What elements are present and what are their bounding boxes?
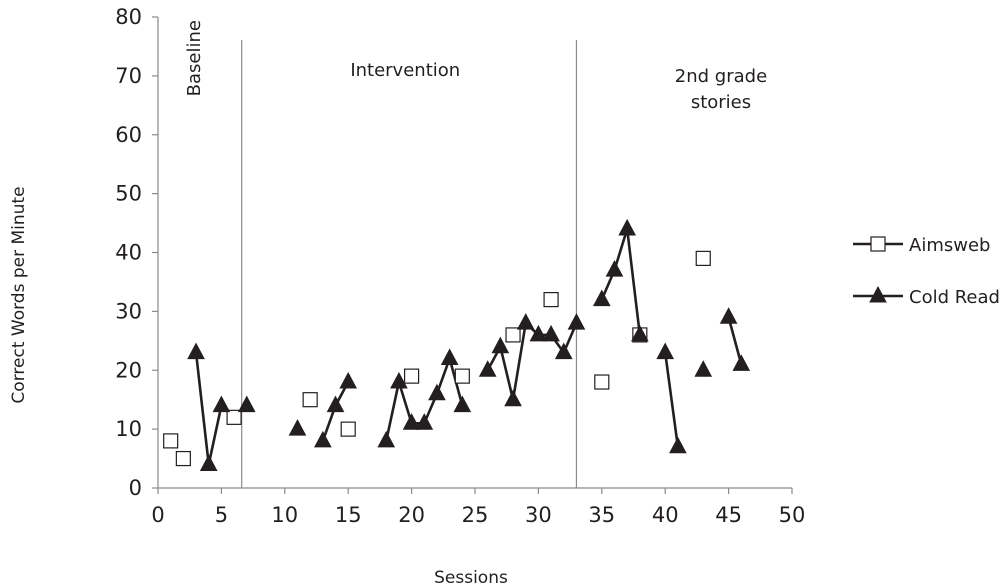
x-tick-label: 40 bbox=[652, 503, 679, 527]
cold-read-point bbox=[314, 430, 332, 448]
x-tick-label: 5 bbox=[215, 503, 228, 527]
cold-read-point bbox=[694, 360, 713, 377]
aimsweb-point bbox=[302, 392, 318, 408]
y-tick-label: 60 bbox=[115, 123, 142, 147]
axes: 0 10 20 30 40 50 60 70 80 0 5 10 15 20 25 30 35 40 45 50 Ses… bbox=[9, 5, 805, 588]
aimsweb-point bbox=[226, 409, 242, 425]
cold-read-line bbox=[600, 228, 642, 336]
cold-read-point bbox=[592, 289, 611, 307]
x-tick-label: 30 bbox=[525, 503, 552, 527]
cold-read-point bbox=[402, 413, 421, 430]
cold-read-point bbox=[504, 389, 522, 407]
legend-cold-read-label: Cold Read bbox=[909, 287, 1000, 308]
cold-read-point bbox=[618, 218, 636, 236]
y-tick-label: 50 bbox=[115, 182, 142, 206]
y-axis-title: Correct Words per Minute bbox=[9, 186, 29, 403]
cold-read-point bbox=[732, 354, 751, 371]
phase-labels: Baseline Intervention 2nd grade stories bbox=[184, 20, 767, 113]
aimsweb-point bbox=[454, 368, 470, 384]
cold-read-point bbox=[529, 324, 548, 342]
y-tick-label: 20 bbox=[115, 358, 142, 382]
x-tick-label: 45 bbox=[715, 503, 742, 527]
aimsweb-point bbox=[505, 327, 521, 343]
cold-read-point bbox=[415, 413, 434, 430]
x-tick-label: 20 bbox=[398, 503, 425, 527]
cold-read-point bbox=[453, 395, 472, 413]
phase-lines bbox=[241, 40, 578, 488]
cold-read-point bbox=[478, 360, 497, 377]
x-axis-title: Sessions bbox=[434, 568, 508, 588]
legend: Aimsweb Cold Read bbox=[853, 235, 1000, 308]
cold-read-point bbox=[339, 371, 358, 389]
phase-label-intervention: Intervention bbox=[350, 60, 460, 81]
cold-read-point bbox=[390, 371, 408, 389]
cold-read-point bbox=[237, 395, 256, 413]
cold-read-point bbox=[326, 395, 345, 413]
cold-read-point bbox=[719, 307, 738, 324]
cold-read-point bbox=[428, 383, 446, 401]
y-tick-label: 70 bbox=[115, 64, 142, 88]
cold-read-point bbox=[631, 324, 649, 342]
cold-read-point bbox=[669, 436, 687, 454]
x-tick-label: 0 bbox=[151, 503, 164, 527]
x-tick-label: 50 bbox=[779, 503, 806, 527]
x-tick-label: 10 bbox=[271, 503, 298, 527]
x-tick-label: 15 bbox=[335, 503, 362, 527]
series-lines bbox=[194, 228, 743, 465]
cold-read-point bbox=[288, 419, 307, 436]
aimsweb-point bbox=[404, 368, 420, 384]
legend-aimsweb-label: Aimsweb bbox=[909, 235, 990, 256]
cold-read-line bbox=[663, 352, 680, 447]
legend-aimsweb-marker bbox=[870, 236, 886, 252]
cold-read-point bbox=[377, 430, 396, 448]
aimsweb-point bbox=[175, 450, 191, 467]
aimsweb-point bbox=[340, 421, 356, 437]
cold-read-point bbox=[491, 336, 510, 354]
legend-cold-read-marker bbox=[869, 285, 887, 303]
phase-label-2nd-grade: 2nd grade stories bbox=[675, 66, 767, 113]
cold-read-point bbox=[567, 313, 586, 330]
aimsweb-point bbox=[594, 374, 610, 390]
aimsweb-point bbox=[163, 433, 179, 449]
phase-label-baseline: Baseline bbox=[184, 20, 205, 96]
aimsweb-point bbox=[543, 292, 559, 308]
cold-read-point bbox=[656, 342, 675, 360]
cold-read-line bbox=[486, 320, 578, 400]
x-tick-label: 25 bbox=[462, 503, 489, 527]
cold-read-point bbox=[516, 313, 535, 330]
y-tick-label: 0 bbox=[129, 476, 142, 500]
series-markers bbox=[163, 218, 751, 471]
x-tick-label: 35 bbox=[588, 503, 615, 527]
y-tick-label: 40 bbox=[115, 241, 142, 265]
cold-read-point bbox=[212, 395, 231, 413]
aimsweb-point bbox=[695, 250, 711, 266]
cold-read-point bbox=[199, 454, 218, 471]
cold-read-line bbox=[727, 316, 743, 365]
y-tick-label: 10 bbox=[115, 417, 142, 441]
y-tick-label: 80 bbox=[115, 5, 142, 29]
cold-read-point bbox=[187, 342, 205, 360]
cold-read-point bbox=[554, 342, 573, 360]
y-tick-label: 30 bbox=[115, 299, 142, 323]
cold-read-point bbox=[542, 324, 560, 342]
cold-read-point bbox=[440, 348, 459, 365]
cold-read-point bbox=[605, 260, 624, 277]
